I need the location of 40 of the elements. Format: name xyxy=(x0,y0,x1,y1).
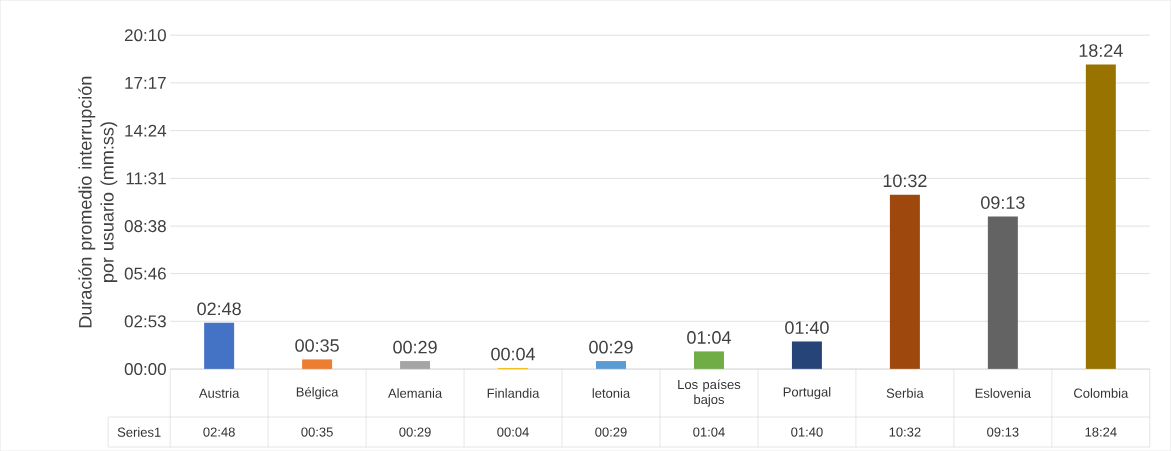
text: 01:04 xyxy=(687,331,731,344)
data-label: 00:04 xyxy=(497,427,529,437)
y-tick-label: 05:46 xyxy=(124,267,166,280)
y-tick-label: 02:53 xyxy=(124,315,166,328)
text: 01:40 xyxy=(785,321,829,334)
text: 00:29 xyxy=(393,340,437,354)
data-label: 18:24 xyxy=(1085,427,1117,437)
x-tick-label: Serbia xyxy=(886,388,924,398)
x-tick-label: Finlandia xyxy=(487,388,540,398)
x-tick-label: Bélgica xyxy=(296,386,339,400)
y-tick-label: 20:10 xyxy=(124,29,166,42)
data-label: 00:29 xyxy=(595,427,627,437)
x-tick-label: Alemania xyxy=(388,388,443,398)
x-tick-label: letonia xyxy=(592,388,631,398)
data-label: 01:04 xyxy=(693,427,725,437)
data-label: 10:32 xyxy=(889,427,921,437)
x-tick-label: Colombia xyxy=(1074,388,1129,398)
x-tick-label: Eslovenia xyxy=(975,388,1032,398)
y-axis-title: Duración promedio interrupción por usuario (mm:ss) xyxy=(78,76,118,328)
x-tick-label: Portugal xyxy=(783,386,831,399)
text: 00:04 xyxy=(491,347,536,361)
x-tick-label: Los países bajos xyxy=(678,379,741,407)
data-label: 01:40 xyxy=(791,427,823,437)
text: Series1 xyxy=(117,427,161,437)
data-label: 00:29 xyxy=(399,427,431,437)
text: 10:32 xyxy=(883,174,927,188)
y-tick-label: 11:31 xyxy=(126,172,166,185)
text: 18:24 xyxy=(1079,44,1123,57)
y-tick-label: 14:24 xyxy=(125,124,167,137)
text: 02:48 xyxy=(197,302,241,316)
y-tick-label: 08:38 xyxy=(124,220,166,233)
data-label: 00:35 xyxy=(301,427,333,437)
y-tick-label: 00:00 xyxy=(124,362,166,375)
text: 00:35 xyxy=(295,339,339,352)
text: 09:13 xyxy=(981,196,1025,209)
y-tick-label: 17:17 xyxy=(125,76,166,89)
data-label: 09:13 xyxy=(987,427,1019,437)
data-label: 02:48 xyxy=(203,427,235,437)
text: 00:29 xyxy=(589,340,633,354)
x-tick-label: Austria xyxy=(198,388,240,398)
